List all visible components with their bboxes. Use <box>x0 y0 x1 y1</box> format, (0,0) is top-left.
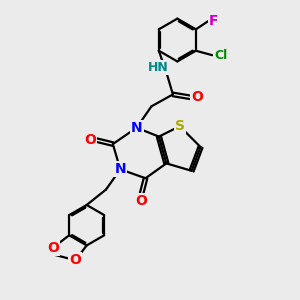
Text: N: N <box>131 121 142 135</box>
Text: S: S <box>175 119 185 133</box>
Text: O: O <box>84 133 96 147</box>
Text: O: O <box>191 90 203 104</box>
Text: Cl: Cl <box>214 49 227 62</box>
Text: O: O <box>47 241 59 255</box>
Text: O: O <box>135 194 147 208</box>
Text: N: N <box>115 162 126 176</box>
Text: F: F <box>209 14 218 28</box>
Text: O: O <box>70 253 81 267</box>
Text: HN: HN <box>148 61 168 74</box>
